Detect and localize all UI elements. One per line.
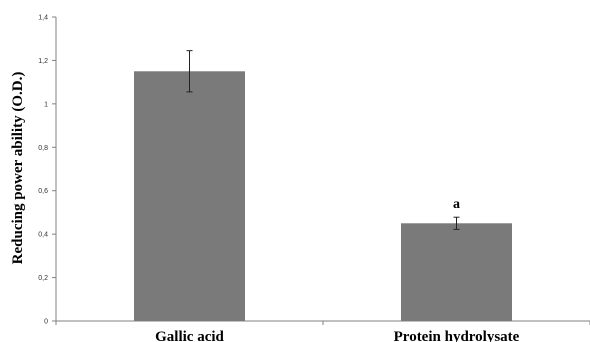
y-tick-label: 1: [44, 101, 48, 108]
annotations: a: [453, 197, 460, 212]
category-labels: Gallic acid Protein hydrolysate: [155, 329, 520, 342]
error-bars: [186, 50, 460, 230]
category-label-1: Gallic acid: [155, 329, 224, 342]
y-axis-label: Reducing power ability (O.D.): [10, 72, 26, 265]
bar-1: [134, 71, 245, 322]
bar-2: [401, 223, 512, 321]
y-tick-label: 0,4: [38, 232, 48, 239]
category-label-2: Protein hydrolysate: [394, 329, 520, 342]
y-tick-labels: 0 0,2 0,4 0,6 0,8 1 1,2 1,4: [38, 15, 48, 326]
y-tick-label: 1,2: [38, 58, 48, 65]
y-tick-label: 0: [44, 319, 48, 326]
bars: [134, 71, 512, 322]
significance-annotation-2: a: [453, 197, 460, 212]
y-tick-label: 0,8: [38, 145, 48, 152]
y-tick-label: 0,2: [38, 275, 48, 282]
y-tick-label: 0,6: [38, 188, 48, 195]
y-tick-label: 1,4: [38, 15, 48, 22]
